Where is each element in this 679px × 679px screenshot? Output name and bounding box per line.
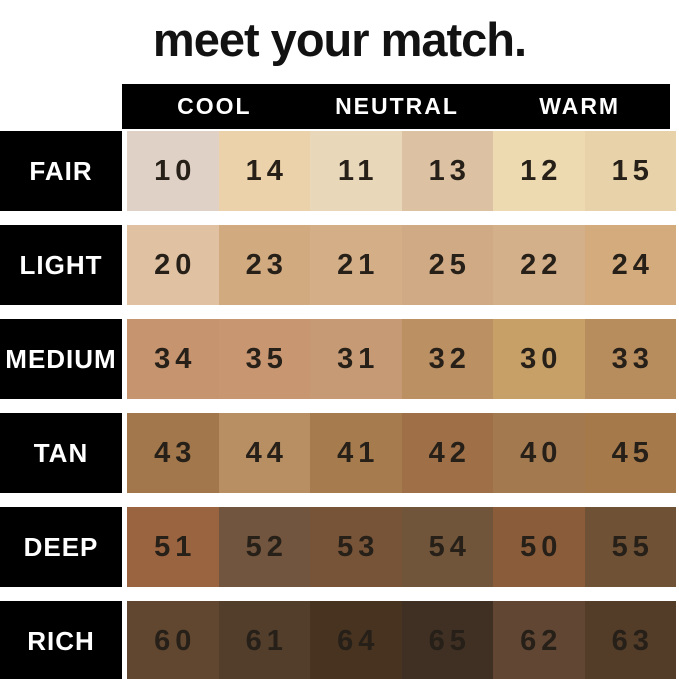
shade-number: 54	[428, 530, 471, 563]
shade-number: 15	[611, 154, 654, 187]
row-label-tan: TAN	[0, 413, 122, 493]
shade-swatch: 35	[218, 319, 310, 399]
shade-number: 33	[611, 342, 654, 375]
shade-swatch: 45	[584, 413, 676, 493]
shade-number: 61	[245, 624, 288, 657]
page-title: meet your match.	[152, 13, 527, 66]
shade-swatch: 30	[493, 319, 585, 399]
shade-number: 43	[154, 436, 197, 469]
shade-swatch: 14	[218, 131, 310, 211]
undertone-header-bar: COOL NEUTRAL WARM	[122, 84, 670, 129]
shade-number: 20	[154, 248, 197, 281]
row-label-medium: MEDIUM	[0, 319, 122, 399]
shade-number: 44	[245, 436, 288, 469]
shade-swatch: 44	[218, 413, 310, 493]
shade-swatch: 25	[401, 225, 493, 305]
shade-swatch: 50	[493, 507, 585, 587]
table-row: TAN 43 44 41 42 40 45	[0, 413, 676, 493]
row-label-rich: RICH	[0, 601, 122, 679]
shade-swatch: 51	[127, 507, 219, 587]
shade-swatch: 15	[584, 131, 676, 211]
shade-swatch: 64	[310, 601, 402, 679]
shade-number: 60	[154, 624, 197, 657]
column-label-cool: COOL	[177, 93, 252, 119]
shade-swatch: 11	[310, 131, 402, 211]
shade-swatch: 12	[493, 131, 585, 211]
shade-swatch: 22	[493, 225, 585, 305]
shade-swatch: 23	[218, 225, 310, 305]
shade-number: 42	[428, 436, 471, 469]
shade-number: 64	[337, 624, 380, 657]
swatch-strip: 10 14 11 13 12 15	[127, 131, 676, 211]
shade-number: 12	[520, 154, 563, 187]
shade-number: 34	[154, 342, 197, 375]
shade-number: 35	[245, 342, 288, 375]
shade-swatch: 41	[310, 413, 402, 493]
shade-number: 52	[245, 530, 288, 563]
shade-swatch: 24	[584, 225, 676, 305]
shade-number: 50	[520, 530, 563, 563]
shade-swatch: 40	[493, 413, 585, 493]
shade-swatch: 21	[310, 225, 402, 305]
shade-number: 45	[611, 436, 654, 469]
shade-swatch: 20	[127, 225, 219, 305]
shade-swatch: 60	[127, 601, 219, 679]
shade-number: 63	[611, 624, 654, 657]
swatch-strip: 60 61 64 65 62 63	[127, 601, 676, 679]
table-row: RICH 60 61 64 65 62 63	[0, 601, 676, 679]
shade-number: 21	[337, 248, 380, 281]
shade-swatch: 53	[310, 507, 402, 587]
shade-swatch: 52	[218, 507, 310, 587]
shade-swatch: 13	[401, 131, 493, 211]
shade-number: 51	[154, 530, 197, 563]
swatch-strip: 34 35 31 32 30 33	[127, 319, 676, 399]
shade-number: 11	[337, 154, 379, 187]
shade-swatch: 63	[584, 601, 676, 679]
shade-number: 13	[428, 154, 471, 187]
shade-swatch: 54	[401, 507, 493, 587]
shade-number: 65	[428, 624, 471, 657]
column-label-neutral: NEUTRAL	[335, 93, 459, 119]
shade-swatch: 55	[584, 507, 676, 587]
shade-swatch: 61	[218, 601, 310, 679]
shade-swatch: 32	[401, 319, 493, 399]
row-label-fair: FAIR	[0, 131, 122, 211]
shade-number: 14	[245, 154, 288, 187]
swatch-strip: 43 44 41 42 40 45	[127, 413, 676, 493]
shade-swatch: 34	[127, 319, 219, 399]
shade-number: 24	[611, 248, 654, 281]
shade-number: 25	[428, 248, 471, 281]
shade-number: 31	[337, 342, 380, 375]
shade-number: 22	[520, 248, 563, 281]
column-label-warm: WARM	[539, 93, 621, 119]
swatch-strip: 51 52 53 54 50 55	[127, 507, 676, 587]
shade-swatch: 33	[584, 319, 676, 399]
shade-number: 55	[611, 530, 654, 563]
shade-swatch: 65	[401, 601, 493, 679]
shade-number: 53	[337, 530, 380, 563]
shade-number: 62	[520, 624, 563, 657]
shade-number: 10	[154, 154, 197, 187]
table-row: DEEP 51 52 53 54 50 55	[0, 507, 676, 587]
shade-number: 32	[428, 342, 471, 375]
shade-number: 30	[520, 342, 563, 375]
table-row: FAIR 10 14 11 13 12 15	[0, 131, 676, 211]
shade-swatch: 62	[493, 601, 585, 679]
shade-number: 23	[245, 248, 288, 281]
shade-number: 41	[337, 436, 380, 469]
shade-swatch: 10	[127, 131, 219, 211]
shade-swatch: 42	[401, 413, 493, 493]
shade-swatch: 31	[310, 319, 402, 399]
row-label-light: LIGHT	[0, 225, 122, 305]
swatch-strip: 20 23 21 25 22 24	[127, 225, 676, 305]
table-row: LIGHT 20 23 21 25 22 24	[0, 225, 676, 305]
shade-swatch: 43	[127, 413, 219, 493]
shade-number: 40	[520, 436, 563, 469]
table-row: MEDIUM 34 35 31 32 30 33	[0, 319, 676, 399]
row-label-deep: DEEP	[0, 507, 122, 587]
shade-grid: FAIR 10 14 11 13 12 15 LIGHT 20 23 21 25 22 24 MEDIUM 3…	[0, 131, 679, 679]
